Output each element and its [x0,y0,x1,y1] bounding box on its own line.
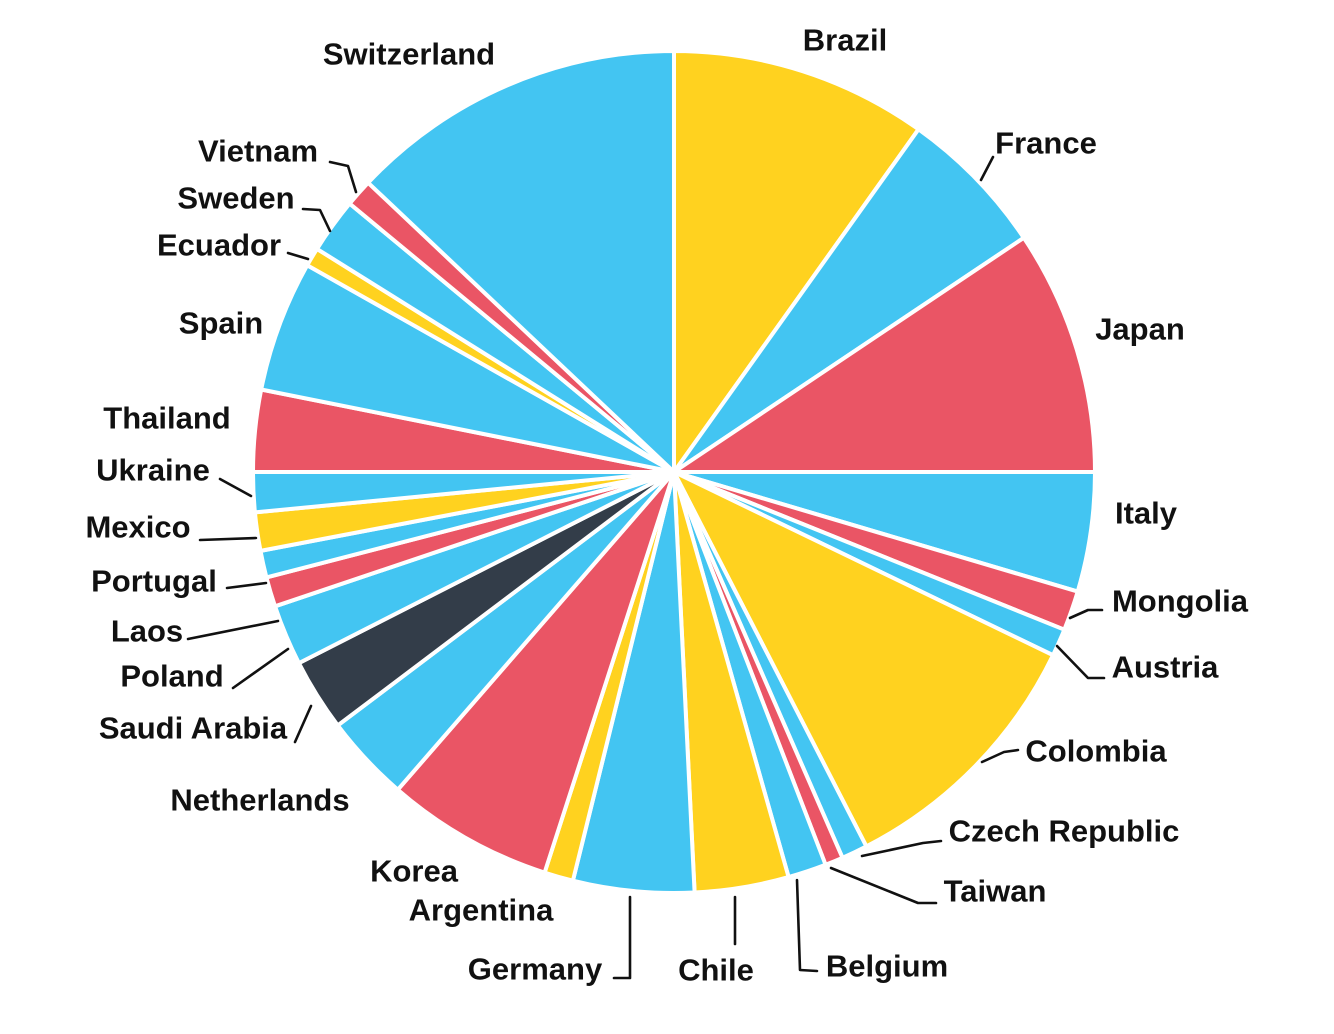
label-sweden: Sweden [177,181,294,216]
slice-colombia [672,470,1055,849]
leader-mongolia [1068,608,1104,620]
leader-belgium [795,878,819,973]
leader-ukraine [218,477,253,498]
leader-taiwan [829,866,938,905]
leader-ecuador [286,251,310,261]
slice-brazil [672,49,921,474]
slice-france [672,127,1026,474]
label-italy: Italy [1115,496,1178,531]
label-spain: Spain [179,306,263,341]
label-mexico: Mexico [85,510,190,545]
leader-saudi-arabia [293,704,313,744]
label-switzerland: Switzerland [323,37,495,72]
label-germany: Germany [468,952,603,987]
label-netherlands: Netherlands [170,783,349,818]
leader-laos [186,619,280,641]
slice-japan [672,235,1097,474]
label-korea: Korea [370,854,459,889]
leader-germany [612,895,632,980]
label-mongolia: Mongolia [1112,584,1249,619]
label-chile: Chile [678,953,754,988]
label-austria: Austria [1112,650,1220,685]
label-taiwan: Taiwan [944,874,1047,909]
label-portugal: Portugal [91,564,217,599]
leader-france [979,155,995,182]
leader-portugal [225,581,268,590]
pie-slices [250,49,1098,895]
slice-switzerland [366,49,676,474]
slice-labels: Brazil France Japan Italy Mongolia Austria Col… [85,23,1248,988]
label-laos: Laos [111,614,183,649]
label-france: France [995,126,1097,161]
label-saudi-arabia: Saudi Arabia [99,711,288,746]
leader-austria [1055,644,1106,680]
label-thailand: Thailand [103,401,230,436]
label-argentina: Argentina [409,893,554,928]
label-czech-republic: Czech Republic [949,814,1180,849]
label-ecuador: Ecuador [157,228,281,263]
slice-korea [395,470,676,875]
leader-vietnam [328,160,358,194]
leader-sweden [301,207,332,233]
leader-lines [186,155,1106,980]
leader-mexico [198,536,258,542]
label-colombia: Colombia [1025,734,1167,769]
leader-poland [231,647,290,690]
label-belgium: Belgium [826,949,948,984]
label-japan: Japan [1095,312,1185,347]
label-poland: Poland [120,659,223,694]
leader-czech-republic [860,839,943,858]
label-ukraine: Ukraine [96,453,210,488]
label-brazil: Brazil [803,23,887,58]
label-vietnam: Vietnam [198,134,318,169]
leader-colombia [980,748,1020,764]
